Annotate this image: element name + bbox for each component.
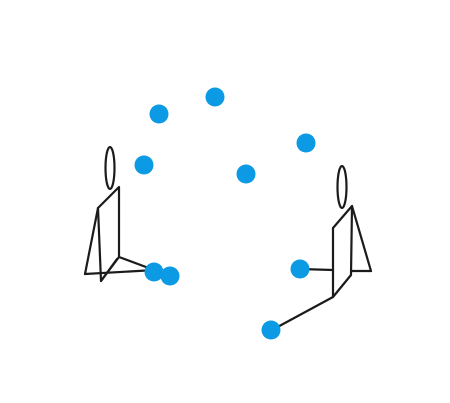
juggling-balls <box>134 87 316 340</box>
juggling-ball <box>296 133 316 153</box>
left-juggler-head <box>104 145 116 191</box>
juggling-ball <box>290 259 310 279</box>
juggling-ball <box>144 262 164 282</box>
right-juggler-figure <box>270 164 373 332</box>
juggling-ball <box>149 104 169 124</box>
left-juggler-forearm <box>99 257 119 283</box>
left-juggler-back-leg <box>83 206 100 276</box>
juggling-ball <box>261 320 281 340</box>
juggling-ball <box>134 155 154 175</box>
right-juggler-lower-arm <box>270 295 335 332</box>
juggling-ball <box>205 87 225 107</box>
left-juggler-front-leg <box>83 268 157 276</box>
juggling-ball <box>160 266 180 286</box>
right-juggler-head <box>336 164 348 210</box>
juggling-ball <box>236 164 256 184</box>
right-juggler-back-leg <box>350 204 373 273</box>
left-juggler-torso <box>96 185 121 283</box>
right-juggler-torso <box>331 204 354 299</box>
